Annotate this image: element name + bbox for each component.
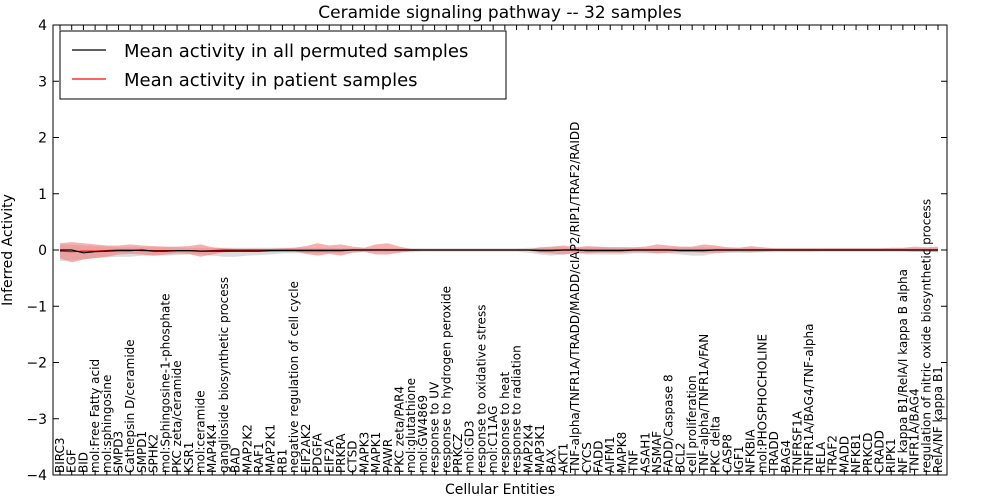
x-tick-label: mol:ceramide xyxy=(194,390,208,473)
x-tick-label: CRADD xyxy=(873,430,887,473)
x-tick-label: PKC zeta/ceramide xyxy=(170,360,184,473)
x-tick-label: response to UV xyxy=(428,381,442,473)
x-tick-label: response to hydrogen peroxide xyxy=(439,286,453,473)
x-tick-label: mol:PHOSPHOCHOLINE xyxy=(755,334,769,473)
x-tick-label: EIF2AK2 xyxy=(299,424,313,473)
x-tick-label: SMPD1 xyxy=(135,431,149,473)
x-tick-label: MAP4K4 xyxy=(205,424,219,473)
x-tick-label: Cathepsin D/ceramide xyxy=(123,339,137,473)
legend-label-patient: Mean activity in patient samples xyxy=(124,70,418,91)
x-tick-label: AKT1 xyxy=(556,443,570,473)
x-tick-label: SMPD3 xyxy=(112,431,126,473)
y-tick-label: −1 xyxy=(26,299,47,315)
x-tick-label: RIPK1 xyxy=(884,438,898,473)
x-tick-label: BCL2 xyxy=(674,442,688,473)
legend: Mean activity in all permuted samples Me… xyxy=(59,30,507,100)
x-tick-label: TRADD xyxy=(767,431,781,474)
x-tick-label: response to heat xyxy=(498,372,512,474)
x-tick-label: PKC delta xyxy=(709,416,723,473)
x-tick-label: NSMAF xyxy=(650,431,664,473)
line-permuted-mean xyxy=(60,249,938,254)
x-tick-label: PRKRA xyxy=(334,433,348,473)
x-tick-label: mol:sphingosine xyxy=(100,375,114,473)
x-tick-label: response to oxidative stress xyxy=(474,305,488,473)
y-tick-label: 3 xyxy=(38,74,47,90)
x-tick-label: MAP3K1 xyxy=(533,424,547,473)
x-tick-label: SPHK2 xyxy=(147,434,161,473)
x-tick-label: EIF2A xyxy=(322,438,336,473)
x-tick-label: TNFRSF1A xyxy=(791,410,805,474)
x-tick-label: MAP2K4 xyxy=(521,424,535,473)
x-tick-label: BAX xyxy=(545,448,559,473)
x-tick-label: FADD/Caspase 8 xyxy=(662,374,676,473)
x-tick-label: BAD xyxy=(229,447,243,473)
x-tick-label: BAG4 xyxy=(779,440,793,473)
x-tick-label: mol:GD3 xyxy=(463,420,477,473)
y-tick-label: 0 xyxy=(38,243,47,259)
x-tick-label: MAP2K2 xyxy=(240,424,254,473)
x-tick-label: NF kappa B1/RelA/I kappa B alpha xyxy=(896,269,910,473)
x-tick-label: mol:glutathione xyxy=(404,378,418,473)
x-tick-label: mol:Free Fatty acid xyxy=(88,359,102,473)
x-tick-label: CASP8 xyxy=(720,434,734,473)
x-tick-label: FADD xyxy=(592,440,606,473)
x-tick-label: PKC zeta/PAR4 xyxy=(393,386,407,473)
x-tick-label: TNF-alpha/TNFR1A/TRADD/MADD/cIAP2/RIP1/T… xyxy=(568,122,582,474)
x-tick-label: TNFR1A/BAG4/TNF-alpha xyxy=(802,324,816,474)
x-tick-label: ASAH1 xyxy=(638,432,652,473)
x-tick-label: regulation of nitric oxide biosynthetic … xyxy=(919,199,933,473)
x-tick-label: PRKCZ xyxy=(451,434,465,473)
x-tick-label: PRKCD xyxy=(861,433,875,473)
x-tick-label: PDGFA xyxy=(311,432,325,473)
x-tick-label: mol:Sphingosine-1-phosphate xyxy=(158,294,172,473)
x-tick-label: TNF xyxy=(627,450,641,474)
x-tick-label: response to radiation xyxy=(510,345,524,473)
x-tick-label: KSR1 xyxy=(182,442,196,473)
series-lines xyxy=(59,249,938,254)
y-tick-label: −2 xyxy=(26,356,47,372)
band-patient xyxy=(60,242,938,263)
x-axis-label: Cellular Entities xyxy=(445,482,555,498)
x-tick-label: RAF1 xyxy=(252,442,266,473)
x-tick-label: PAWR xyxy=(381,439,395,473)
x-tick-label: ganglioside biosynthetic process xyxy=(217,277,231,473)
x-tick-label: TNF-alpha/TNFR1A/FAN xyxy=(697,334,711,474)
x-tick-label: IGF1 xyxy=(732,446,746,473)
y-axis: 4 3 2 1 0 −1 −2 −3 −4 xyxy=(26,18,947,484)
y-axis-label: Inferred Activity xyxy=(0,194,16,306)
y-tick-label: 1 xyxy=(38,187,47,203)
chart-title: Ceramide signaling pathway -- 32 samples xyxy=(318,3,682,23)
y-tick-label: 4 xyxy=(38,18,47,34)
x-tick-label: MAP2K1 xyxy=(264,424,278,473)
x-tick-label: RelA/NF kappa B1 xyxy=(931,366,945,473)
x-tick-label: TRAF2 xyxy=(826,435,840,474)
x-tick-label: mol:C11AG xyxy=(486,406,500,473)
x-tick-label: BID xyxy=(76,452,90,473)
x-tick-label: negative regulation of cell cycle xyxy=(287,281,301,473)
x-tick-label: cell proliferation xyxy=(685,375,699,473)
x-tick-label: MAPK8 xyxy=(615,432,629,473)
x-tick-label: MAPK1 xyxy=(369,432,383,473)
x-tick-label: NFKB1 xyxy=(849,433,863,473)
x-tick-label: BIRC3 xyxy=(53,437,67,473)
x-tick-label: mol:GW4869 xyxy=(416,395,430,473)
x-tick-label: CYCS xyxy=(580,442,594,473)
x-tick-label: EGF xyxy=(65,449,79,473)
x-tick-label: MADD xyxy=(837,436,851,473)
x-tick-label: CTSD xyxy=(346,440,360,473)
x-tick-label: TNFR1A/BAG4 xyxy=(908,388,922,474)
confidence-bands xyxy=(60,242,938,263)
x-tick-label: MAPK3 xyxy=(357,432,371,473)
x-tick-label: NFKBIA xyxy=(744,428,758,473)
x-tick-label: AIFM1 xyxy=(603,436,617,473)
x-tick-label: RB1 xyxy=(275,449,289,473)
y-tick-label: −3 xyxy=(26,412,47,428)
x-tick-label: RELA xyxy=(814,441,828,473)
y-tick-label: 2 xyxy=(38,131,47,147)
legend-box xyxy=(59,30,507,100)
legend-label-permuted: Mean activity in all permuted samples xyxy=(124,41,468,62)
y-tick-label: −4 xyxy=(26,468,47,484)
